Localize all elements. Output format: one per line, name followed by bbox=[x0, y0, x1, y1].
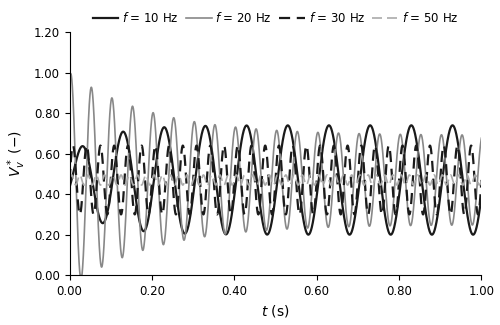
X-axis label: $t$ (s): $t$ (s) bbox=[261, 304, 290, 319]
Y-axis label: $V_v^*$ (−): $V_v^*$ (−) bbox=[6, 130, 28, 177]
Legend: $f$ = 10 Hz, $f$ = 20 Hz, $f$ = 30 Hz, $f$ = 50 Hz: $f$ = 10 Hz, $f$ = 20 Hz, $f$ = 30 Hz, $… bbox=[88, 6, 463, 30]
